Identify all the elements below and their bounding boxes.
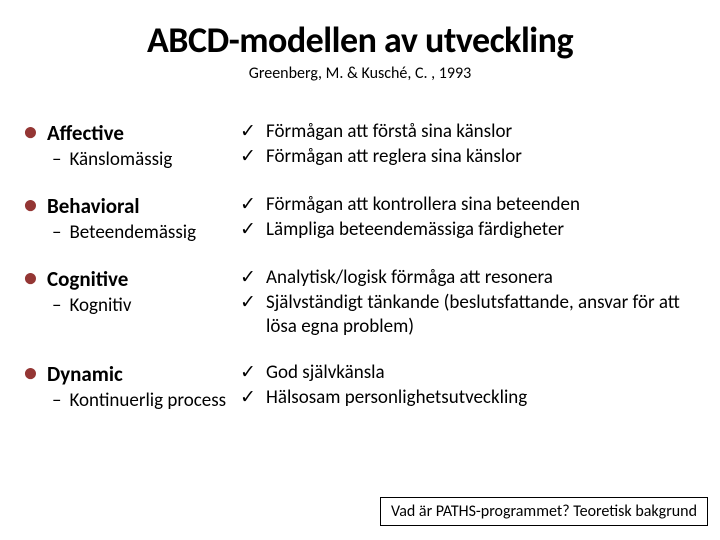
check-item: ✓ God självkänsla	[240, 361, 700, 385]
main-label: Behavioral	[47, 193, 140, 219]
check-icon: ✓	[240, 145, 256, 169]
check-item: ✓ Hälsosam personlighetsutveckling	[240, 386, 700, 410]
sub-label: Kontinuerlig process	[69, 389, 226, 412]
dash-icon: –	[52, 148, 61, 171]
check-text: Hälsosam personlighetsutveckling	[266, 386, 527, 410]
slide-title: ABCD-modellen av utveckling	[0, 0, 720, 62]
main-bullet-affective: • Affective	[24, 120, 240, 146]
check-text: Självständigt tänkande (beslutsfattande,…	[266, 291, 700, 339]
check-item: ✓ Förmågan att förstå sina känslor	[240, 120, 700, 144]
sub-bullet-behavioral: – Beteendemässig	[52, 221, 240, 244]
main-bullet-dynamic: • Dynamic	[24, 361, 240, 387]
row-behavioral: • Behavioral – Beteendemässig ✓ Förmågan…	[0, 193, 720, 244]
row-affective: • Affective – Känslomässig ✓ Förmågan at…	[0, 120, 720, 171]
main-bullet-behavioral: • Behavioral	[24, 193, 240, 219]
main-label: Dynamic	[47, 361, 123, 387]
sub-bullet-affective: – Känslomässig	[52, 148, 240, 171]
check-icon: ✓	[240, 291, 256, 315]
dash-icon: –	[52, 221, 61, 244]
check-item: ✓ Självständigt tänkande (beslutsfattand…	[240, 291, 700, 339]
check-item: ✓ Analytisk/logisk förmåga att resonera	[240, 266, 700, 290]
footer-box: Vad är PATHS-programmet? Teoretisk bakgr…	[380, 497, 708, 526]
check-text: Analytisk/logisk förmåga att resonera	[266, 266, 553, 290]
check-text: Förmågan att reglera sina känslor	[266, 145, 522, 169]
check-item: ✓ Förmågan att reglera sina känslor	[240, 145, 700, 169]
main-label: Affective	[47, 120, 124, 146]
check-text: Förmågan att förstå sina känslor	[266, 120, 512, 144]
sub-bullet-cognitive: – Kognitiv	[52, 294, 240, 317]
sub-bullet-dynamic: – Kontinuerlig process	[52, 389, 240, 412]
check-item: ✓ Lämpliga beteendemässiga färdigheter	[240, 218, 700, 242]
bullet-dot-icon: •	[24, 194, 37, 215]
content-area: • Affective – Känslomässig ✓ Förmågan at…	[0, 120, 720, 412]
check-icon: ✓	[240, 361, 256, 385]
check-icon: ✓	[240, 120, 256, 144]
check-icon: ✓	[240, 266, 256, 290]
bullet-dot-icon: •	[24, 362, 37, 383]
check-text: Lämpliga beteendemässiga färdigheter	[266, 218, 564, 242]
main-bullet-cognitive: • Cognitive	[24, 266, 240, 292]
sub-label: Känslomässig	[69, 148, 172, 171]
main-label: Cognitive	[47, 266, 128, 292]
dash-icon: –	[52, 294, 61, 317]
check-item: ✓ Förmågan att kontrollera sina beteende…	[240, 193, 700, 217]
sub-label: Kognitiv	[69, 294, 131, 317]
check-icon: ✓	[240, 193, 256, 217]
bullet-dot-icon: •	[24, 121, 37, 142]
dash-icon: –	[52, 389, 61, 412]
slide-subtitle: Greenberg, M. & Kusché, C. , 1993	[0, 64, 720, 83]
check-icon: ✓	[240, 218, 256, 242]
sub-label: Beteendemässig	[69, 221, 196, 244]
row-cognitive: • Cognitive – Kognitiv ✓ Analytisk/logis…	[0, 266, 720, 339]
row-dynamic: • Dynamic – Kontinuerlig process ✓ God s…	[0, 361, 720, 412]
check-text: God självkänsla	[266, 361, 385, 385]
check-icon: ✓	[240, 386, 256, 410]
bullet-dot-icon: •	[24, 267, 37, 288]
check-text: Förmågan att kontrollera sina beteenden	[266, 193, 580, 217]
